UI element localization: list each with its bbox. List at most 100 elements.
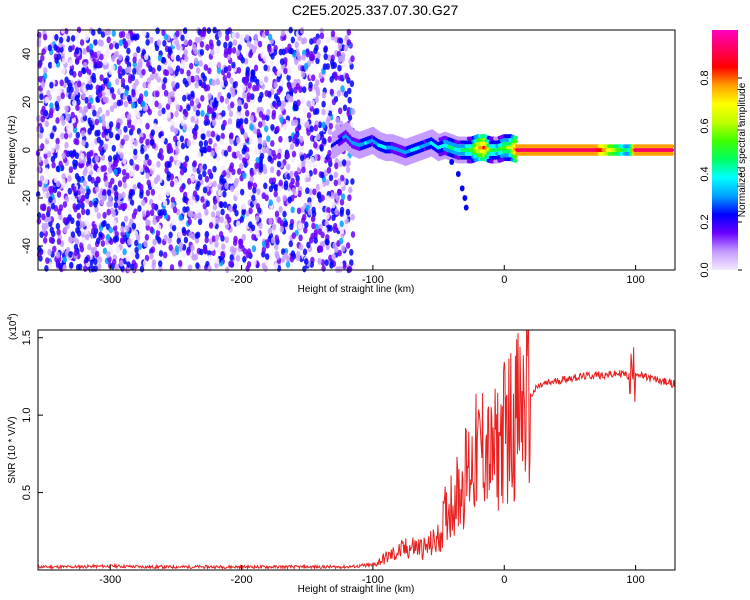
spectrogram-cell bbox=[97, 256, 103, 264]
spectrogram-cell bbox=[200, 95, 205, 102]
spectrogram-cell bbox=[126, 261, 131, 268]
spectrogram-cell bbox=[87, 243, 92, 251]
spectrogram-cell bbox=[71, 150, 77, 157]
spectrogram-cell bbox=[265, 114, 270, 122]
colorbar-label: Normalized spectral amplitude bbox=[737, 82, 748, 217]
spectrogram-cell bbox=[114, 190, 119, 198]
spectrogram-cell bbox=[217, 183, 222, 191]
spectrogram-cell bbox=[263, 76, 269, 83]
spectrogram-cell bbox=[188, 231, 193, 239]
spectrogram-cell bbox=[180, 34, 185, 42]
spectrogram-cell bbox=[275, 96, 281, 103]
spectrogram-cell bbox=[221, 243, 226, 251]
spectrogram-cell bbox=[350, 55, 355, 63]
spectrogram-cell bbox=[271, 109, 277, 117]
spectrogram-cell bbox=[242, 256, 247, 263]
spectrogram-cell bbox=[282, 210, 287, 218]
spectrogram-cell bbox=[217, 114, 222, 122]
spectrogram-cell bbox=[165, 189, 171, 197]
spectrogram-cell bbox=[317, 121, 323, 129]
spectrogram-cell bbox=[223, 218, 228, 226]
spectrogram-cell bbox=[273, 81, 278, 89]
spectrogram-cell bbox=[295, 51, 301, 58]
spectrogram-cell bbox=[276, 196, 281, 203]
spectrogram-cell bbox=[240, 188, 245, 196]
spectrogram-cell bbox=[200, 196, 205, 203]
spectrogram-cell bbox=[87, 222, 92, 230]
spectrogram-cell bbox=[199, 30, 205, 38]
spectrogram-cell bbox=[284, 136, 289, 144]
spectrogram-cell bbox=[308, 81, 313, 89]
spectrogram-cell bbox=[301, 54, 306, 61]
spectrogram-cell bbox=[350, 231, 356, 238]
spectrogram-cell bbox=[170, 125, 175, 133]
spectrogram-cell bbox=[196, 151, 202, 159]
spectrogram-cell bbox=[459, 185, 465, 192]
spectrogram-cell bbox=[316, 192, 321, 200]
spectrogram-cell bbox=[303, 62, 309, 70]
spectrogram-x-tick-label: -100 bbox=[362, 274, 384, 286]
spectrogram-cell bbox=[88, 120, 93, 127]
spectrogram-cell bbox=[219, 95, 225, 103]
spectrogram-cell bbox=[277, 217, 282, 224]
spectrogram-cell bbox=[235, 49, 240, 57]
spectrogram-cell bbox=[50, 202, 56, 210]
spectrogram-cell bbox=[303, 226, 308, 234]
spectrogram-cell bbox=[229, 137, 234, 145]
spectrogram-cell bbox=[320, 152, 326, 160]
spectrogram-cell bbox=[345, 160, 350, 168]
spectrogram-cell bbox=[350, 178, 355, 185]
spectrogram-cell bbox=[339, 237, 344, 245]
spectrogram-cell bbox=[349, 259, 354, 267]
spectrogram-cell bbox=[139, 183, 144, 191]
spectrogram-cell bbox=[329, 261, 334, 269]
spectrogram-cell bbox=[215, 47, 220, 55]
spectrogram-cell bbox=[283, 180, 289, 188]
spectrogram-cell bbox=[62, 264, 67, 271]
spectrogram-cell bbox=[112, 236, 118, 243]
spectrogram-cell bbox=[64, 105, 69, 112]
spectrogram-cell bbox=[304, 221, 309, 229]
spectrogram-cell bbox=[137, 155, 142, 163]
spectrogram-cell bbox=[103, 58, 108, 66]
spectrogram-cell bbox=[269, 60, 274, 68]
spectrogram-cell bbox=[156, 39, 162, 47]
spectrogram-cell bbox=[283, 220, 288, 228]
spectrogram-cell bbox=[278, 135, 283, 143]
spectrogram-cell bbox=[88, 150, 94, 157]
spectrogram-cell bbox=[339, 227, 345, 235]
spectrogram-cell bbox=[185, 248, 191, 256]
spectrogram-cell bbox=[512, 154, 518, 159]
spectrogram-cell bbox=[253, 33, 259, 41]
spectrogram-cell bbox=[228, 260, 233, 268]
spectrogram-cell bbox=[236, 67, 242, 74]
spectrogram-cell bbox=[259, 152, 265, 160]
spectrogram-cell bbox=[264, 125, 269, 133]
spectrogram-cell bbox=[126, 121, 132, 129]
spectrogram-cell bbox=[341, 159, 347, 167]
spectrogram-cell bbox=[316, 38, 321, 46]
spectrogram-cell bbox=[223, 66, 229, 73]
spectrogram-cell bbox=[266, 108, 271, 116]
spectrogram-cell bbox=[167, 236, 172, 244]
colorbar-tick-label: 0.8 bbox=[699, 70, 711, 85]
spectrogram-cell bbox=[158, 250, 164, 257]
spectrogram-cell bbox=[49, 108, 54, 115]
spectrogram-cell bbox=[216, 39, 221, 47]
spectrogram-cell bbox=[125, 32, 131, 40]
spectrogram-cell bbox=[187, 218, 192, 226]
spectrogram-cell bbox=[512, 139, 518, 144]
spectrogram-cell bbox=[210, 150, 215, 157]
spectrogram-cell bbox=[315, 107, 320, 115]
spectrogram-cell bbox=[326, 115, 331, 122]
spectrogram-cell bbox=[131, 102, 136, 109]
spectrogram-cell bbox=[135, 88, 140, 96]
spectrogram-cell bbox=[175, 104, 181, 111]
spectrogram-cell bbox=[43, 147, 48, 155]
spectrogram-cell bbox=[125, 172, 130, 180]
spectrogram-cell bbox=[231, 168, 236, 176]
spectrogram-cell bbox=[261, 119, 266, 127]
spectrogram-cell bbox=[276, 88, 281, 95]
spectrogram-cell bbox=[268, 217, 273, 225]
spectrogram-cell bbox=[81, 237, 86, 244]
